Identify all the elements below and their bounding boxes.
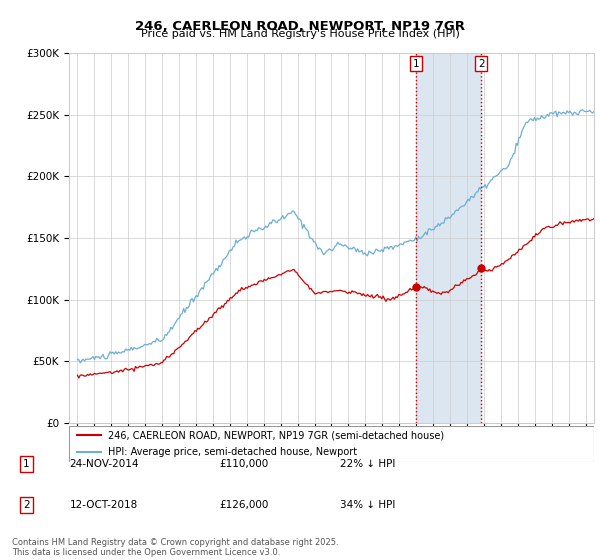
- Text: Price paid vs. HM Land Registry's House Price Index (HPI): Price paid vs. HM Land Registry's House …: [140, 29, 460, 39]
- Text: 12-OCT-2018: 12-OCT-2018: [70, 500, 138, 510]
- Text: 1: 1: [413, 59, 419, 69]
- Text: £126,000: £126,000: [220, 500, 269, 510]
- Text: 1: 1: [23, 459, 30, 469]
- Text: 34% ↓ HPI: 34% ↓ HPI: [340, 500, 395, 510]
- FancyBboxPatch shape: [69, 426, 594, 462]
- Text: 2: 2: [478, 59, 485, 69]
- Text: Contains HM Land Registry data © Crown copyright and database right 2025.
This d: Contains HM Land Registry data © Crown c…: [12, 538, 338, 557]
- Text: £110,000: £110,000: [220, 459, 269, 469]
- Text: HPI: Average price, semi-detached house, Newport: HPI: Average price, semi-detached house,…: [109, 447, 358, 457]
- Text: 246, CAERLEON ROAD, NEWPORT, NP19 7GR: 246, CAERLEON ROAD, NEWPORT, NP19 7GR: [135, 20, 465, 32]
- Text: 2: 2: [23, 500, 30, 510]
- Text: 22% ↓ HPI: 22% ↓ HPI: [340, 459, 395, 469]
- Bar: [416, 53, 481, 423]
- Text: 24-NOV-2014: 24-NOV-2014: [70, 459, 139, 469]
- Text: 246, CAERLEON ROAD, NEWPORT, NP19 7GR (semi-detached house): 246, CAERLEON ROAD, NEWPORT, NP19 7GR (s…: [109, 431, 445, 440]
